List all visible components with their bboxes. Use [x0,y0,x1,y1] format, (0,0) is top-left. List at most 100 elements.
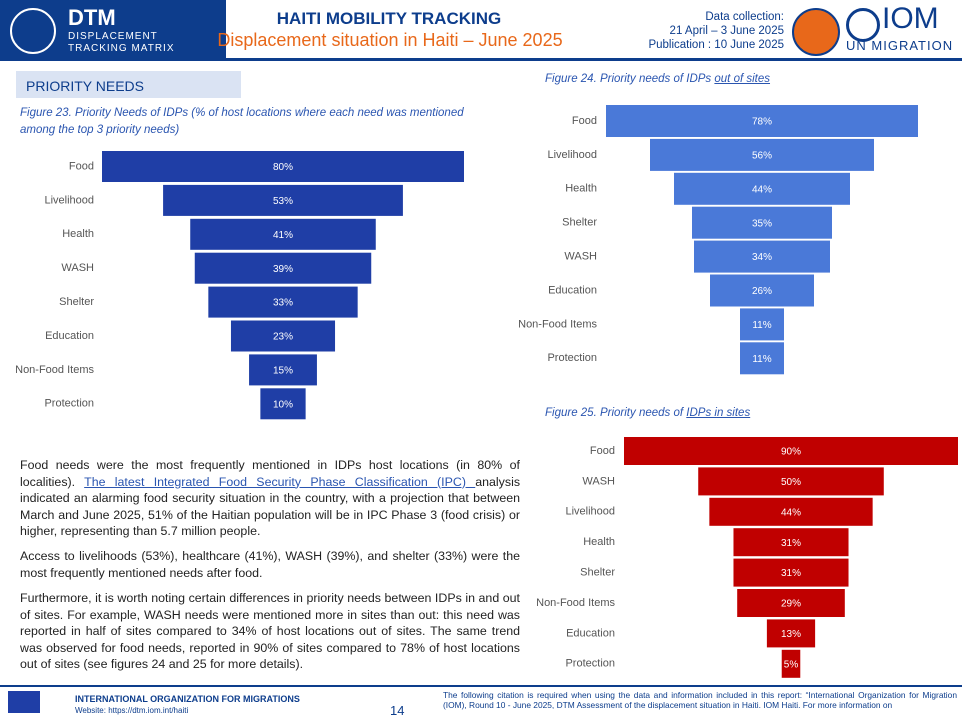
header-subtitle: Displacement situation in Haiti – June 2… [217,30,563,50]
bar [737,589,845,617]
category-label: Health [583,536,615,548]
bar [733,558,849,587]
value-label: 13% [781,629,801,640]
value-label: 53% [273,196,293,207]
value-label: 15% [273,366,293,377]
footer-citation: The following citation is required when … [443,690,957,710]
collection-dates: 21 April – 3 June 2025 [669,25,784,37]
partner-logo [792,8,840,56]
iom-icon [846,8,880,42]
value-label: 5% [784,659,799,670]
header-title: HAITI MOBILITY TRACKING [276,9,502,28]
category-label: Food [590,445,615,457]
bar [710,274,814,307]
eu-flag [8,691,40,713]
bar [709,497,873,526]
bar [102,151,464,182]
bar [163,184,403,216]
value-label: 26% [752,286,772,297]
link[interactable]: The latest Integrated Food Security Phas… [84,474,476,489]
logo-title: DTM [68,5,116,30]
caption-text: Figure 24. Priority needs of IDPs [545,73,712,85]
category-label: Non-Food Items [518,318,597,330]
category-label: Shelter [59,296,94,308]
category-label: Livelihood [565,506,615,518]
value-label: 23% [273,332,293,343]
bar [781,649,801,678]
category-label: Education [566,627,615,639]
category-label: Food [572,115,597,127]
value-label: 39% [273,264,293,275]
value-label: 31% [781,538,801,549]
bar [194,252,372,284]
value-label: 31% [781,568,801,579]
paragraph: Access to livelihoods (53%), healthcare … [20,549,520,580]
bar [740,308,784,341]
logo-sub: TRACKING MATRIX [68,43,175,54]
logo-sub: DISPLACEMENT [68,31,158,42]
category-label: Non-Food Items [15,364,94,376]
figure-caption: Figure 25. Priority needs of IDPs in sit… [545,407,750,419]
category-label: Non-Food Items [536,597,615,609]
value-label: 29% [781,599,801,610]
category-label: Livelihood [44,194,94,206]
value-label: 90% [781,447,801,458]
footer-org: INTERNATIONAL ORGANIZATION FOR MIGRATION… [75,694,300,704]
bar [698,467,884,496]
value-label: 50% [781,477,801,488]
dates: Data collection: 21 April – 3 June 2025 … [648,10,784,52]
paragraph: Food needs were the most frequently ment… [20,457,520,540]
iom-sub: UN MIGRATION [846,38,954,53]
bar [249,354,317,386]
value-label: 33% [273,298,293,309]
bar [740,342,784,375]
value-label: 34% [752,252,772,263]
category-label: Health [565,183,597,195]
bar [733,528,849,557]
category-label: Protection [565,658,615,670]
category-label: Health [62,228,94,240]
footer-rule [0,685,962,687]
bar [230,320,336,352]
publication: Publication : 10 June 2025 [648,39,784,51]
category-label: Education [548,284,597,296]
bar [694,240,830,273]
category-label: WASH [564,251,597,263]
section-box [16,71,241,98]
value-label: 10% [273,399,293,410]
value-label: 80% [273,162,293,173]
caption-link: out of sites [714,73,771,85]
logo-icon [10,8,56,54]
value-label: 11% [752,354,771,365]
collection-label: Data collection: [705,11,784,23]
bar [766,619,816,648]
caption-link: IDPs in sites [686,407,751,419]
value-label: 44% [781,507,801,518]
value-label: 56% [752,151,772,162]
bar [624,437,958,465]
bar [190,218,376,250]
value-label: 41% [273,230,293,241]
category-label: Protection [44,398,94,410]
iom-title: IOM [882,2,939,35]
bar [650,138,874,171]
value-label: 35% [752,218,772,229]
category-label: Food [69,160,94,172]
category-label: Protection [547,352,597,364]
category-label: Shelter [580,567,615,579]
category-label: WASH [582,475,615,487]
value-label: 78% [752,117,772,128]
header-rule [0,58,962,61]
bar [208,286,358,318]
figure-caption: Figure 23. Priority Needs of IDPs (% of … [20,107,464,136]
bar [606,105,918,137]
page-number: 14 [390,703,405,717]
value-label: 44% [752,184,772,195]
value-label: 11% [752,320,771,331]
caption-text: Figure 25. Priority needs of [545,407,684,419]
category-label: Education [45,330,94,342]
bar [674,172,850,205]
category-label: Livelihood [547,149,597,161]
